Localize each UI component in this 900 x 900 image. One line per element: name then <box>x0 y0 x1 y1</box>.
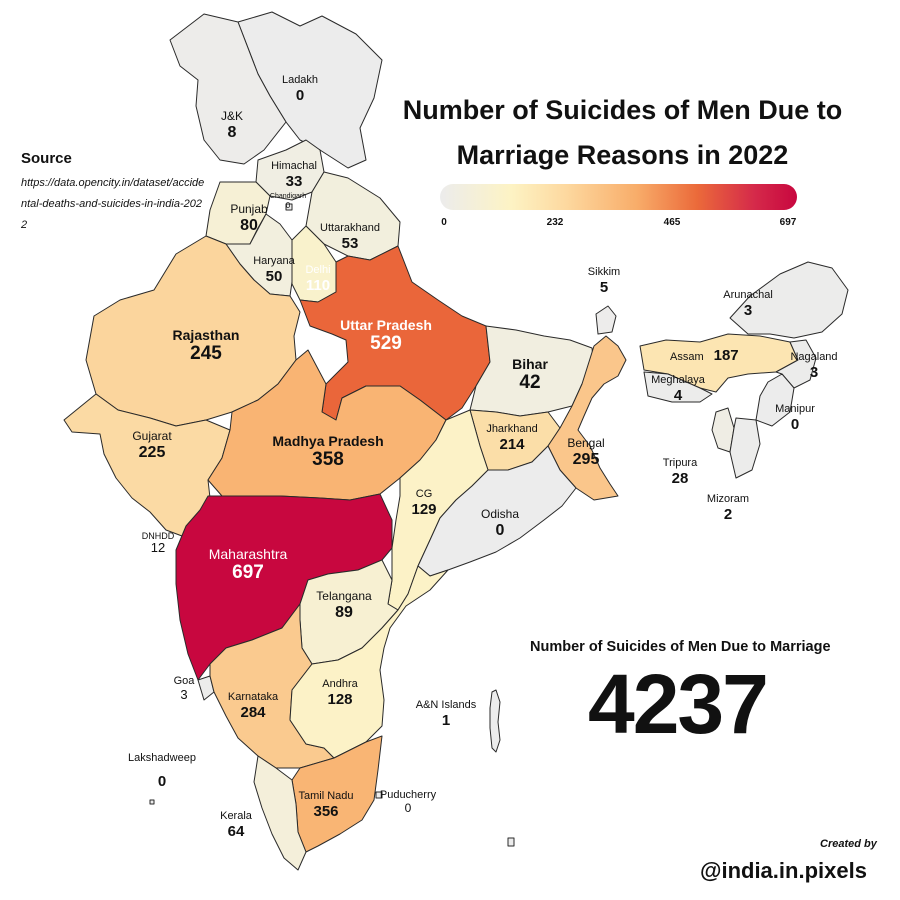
label-maharashtra: Maharashtra 697 <box>208 546 288 584</box>
source-heading: Source <box>21 150 72 167</box>
label-lakshadweep: Lakshadweep 0 <box>128 752 196 790</box>
label-gujarat: Gujarat 225 <box>132 429 172 461</box>
total-value: 4237 <box>588 657 769 751</box>
region-arunachal <box>729 261 849 339</box>
label-andhra: Andhra 128 <box>322 678 358 708</box>
region-andhra <box>289 565 449 759</box>
label-tripura: Tripura 28 <box>662 457 698 487</box>
label-punjab: Punjab 80 <box>230 202 268 234</box>
map-title: Number of Suicides of Men Due to Marriag… <box>402 95 843 170</box>
label-bihar: Bihar 42 <box>512 356 548 394</box>
region-jk <box>169 13 287 165</box>
label-sikkim: Sikkim 5 <box>587 266 621 296</box>
label-arunachal: Arunachal 3 <box>723 289 773 319</box>
label-delhi: Delhi 110 <box>305 264 331 294</box>
label-an-islands: A&N Islands 1 <box>415 699 477 729</box>
region-sikkim <box>595 305 617 335</box>
source-url: https://data.opencity.in/dataset/acciden… <box>21 177 205 231</box>
region-lakshadweep <box>149 799 155 805</box>
label-assam: Assam 187 <box>670 347 739 364</box>
region-puducherry <box>375 791 383 799</box>
region-an-islands-south <box>507 837 515 847</box>
region-bengal <box>547 335 627 501</box>
label-rajasthan: Rajasthan 245 <box>172 327 240 365</box>
label-jk: J&K 8 <box>220 109 244 141</box>
label-puducherry: Puducherry 0 <box>379 789 437 815</box>
label-mizoram: Mizoram 2 <box>706 493 750 523</box>
region-kerala <box>253 755 307 871</box>
label-dnhdd: DNHDD 12 <box>141 531 175 556</box>
region-meghalaya <box>643 371 713 403</box>
label-madhya-pradesh: Madhya Pradesh 358 <box>272 433 384 471</box>
label-telangana: Telangana 89 <box>316 589 372 621</box>
label-himachal: Himachal 33 <box>271 160 317 190</box>
label-bengal: Bengal 295 <box>567 436 605 468</box>
label-tamil-nadu: Tamil Nadu 356 <box>298 790 354 820</box>
label-meghalaya: Meghalaya 4 <box>651 374 705 404</box>
region-an-islands <box>489 689 501 753</box>
credit-handle: @india.in.pixels <box>700 858 867 883</box>
label-goa: Goa 3 <box>173 675 195 702</box>
region-uttar-pradesh <box>299 245 491 421</box>
total-label: Number of Suicides of Men Due to Marriag… <box>530 639 831 655</box>
legend-tick-2: 465 <box>663 217 681 228</box>
label-uttarakhand: Uttarakhand 53 <box>320 222 380 252</box>
region-chandigarh <box>285 203 293 211</box>
label-chandigarh: Chandigarh 0 <box>269 193 307 211</box>
label-nagaland: Nagaland 3 <box>790 351 838 381</box>
label-uttar-pradesh: Uttar Pradesh 529 <box>340 317 432 355</box>
label-haryana: Haryana 50 <box>253 255 295 285</box>
region-manipur <box>755 373 795 427</box>
label-kerala: Kerala 64 <box>220 810 252 840</box>
label-ladakh: Ladakh 0 <box>281 74 319 104</box>
label-jharkhand: Jharkhand 214 <box>486 423 538 453</box>
label-chhattisgarh: CG 129 <box>411 488 437 518</box>
legend-tick-1: 232 <box>546 217 564 228</box>
region-odisha <box>417 445 577 577</box>
region-mizoram <box>729 417 761 479</box>
legend-color-scale <box>440 184 797 210</box>
label-karnataka: Karnataka 284 <box>227 691 279 721</box>
legend-tick-3: 697 <box>779 217 797 228</box>
label-odisha: Odisha 0 <box>480 507 520 539</box>
credit-label: Created by <box>820 838 877 850</box>
label-manipur: Manipur 0 <box>775 403 815 433</box>
legend-tick-0: 0 <box>441 217 447 228</box>
